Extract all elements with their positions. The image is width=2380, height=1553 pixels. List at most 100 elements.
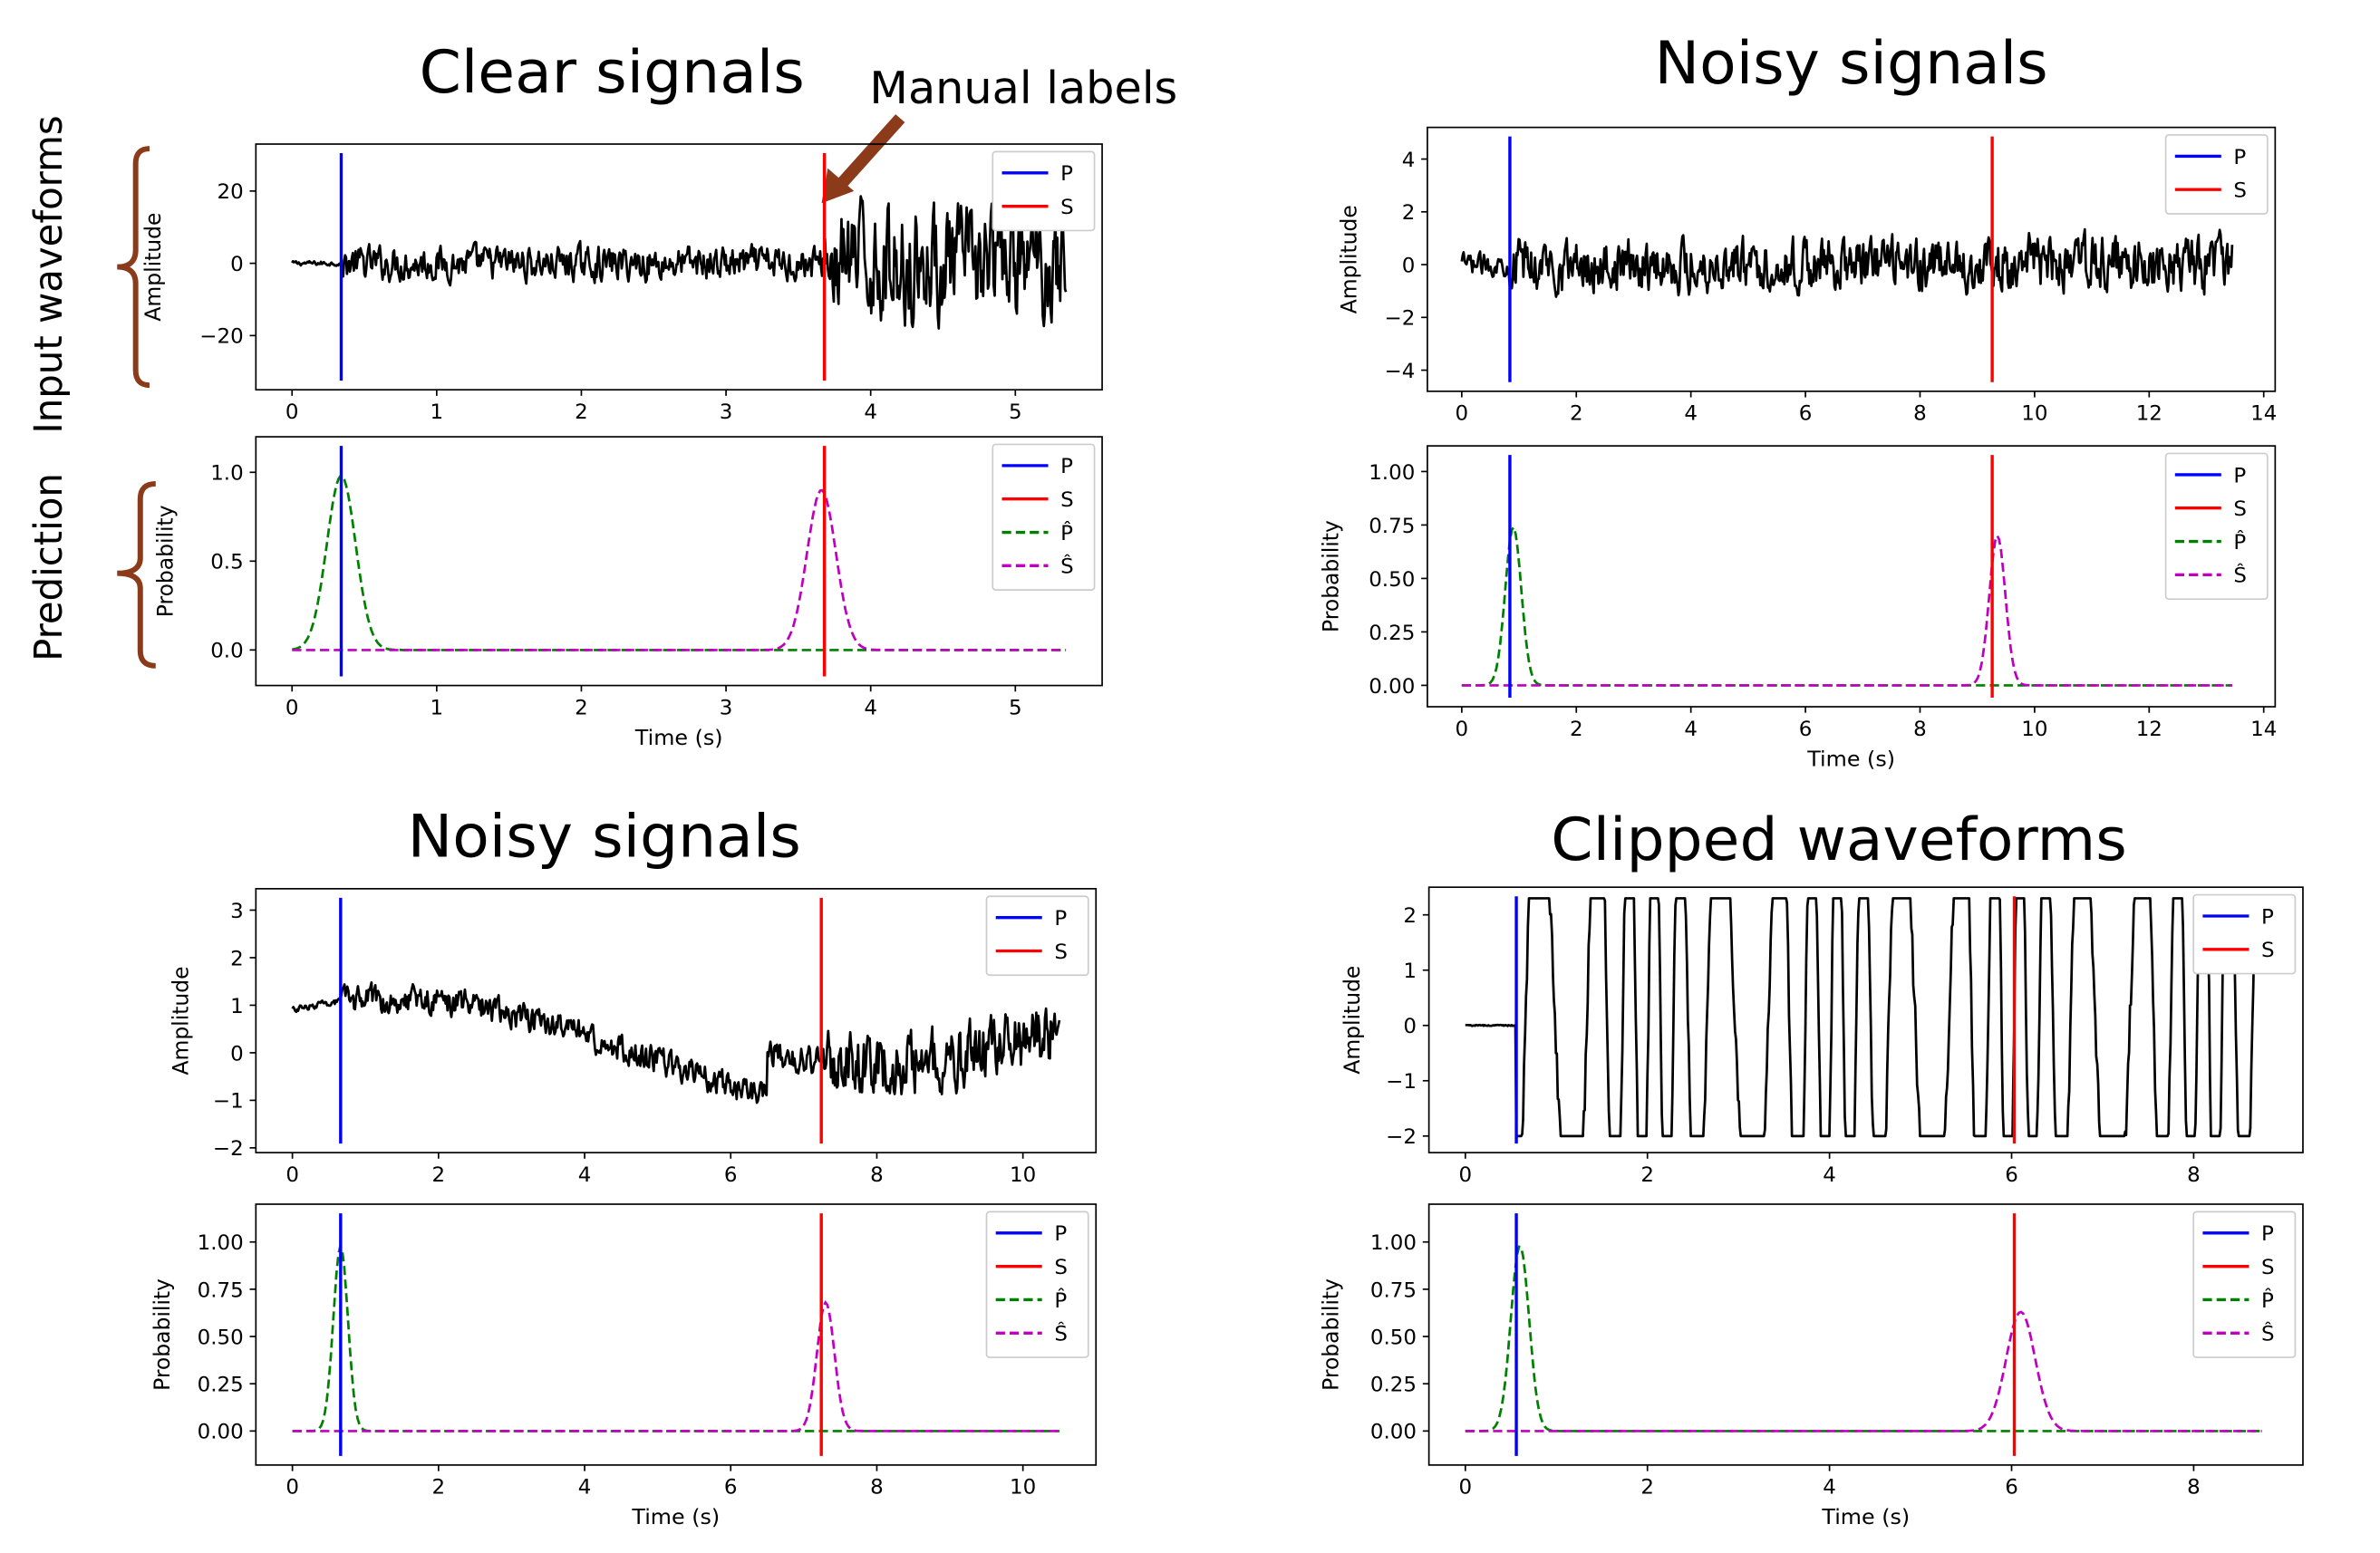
- x-tick-label: 4: [864, 400, 877, 424]
- x-tick-label: 12: [2136, 718, 2162, 741]
- y-tick-label: 2: [230, 947, 244, 970]
- y-tick-label: 1.00: [1370, 1231, 1417, 1255]
- y-tick-label: 4: [1402, 149, 1416, 172]
- subplot-input: 0 1 2 3 4 5 −20 0 20 Amplitude PS: [140, 143, 1103, 424]
- legend-label-s: S: [2261, 1256, 2275, 1279]
- x-tick-label: 14: [2250, 718, 2277, 741]
- panel-title-noisy-2: Noisy signals: [408, 802, 801, 871]
- x-tick-label: 4: [578, 1476, 592, 1500]
- subplot-prediction: 0 2 4 6 8 10 12 14 0.00 0.25 0.50 0.75 1.00 Probabili…: [1318, 445, 2277, 771]
- axes-frame: [1427, 126, 2277, 392]
- x-tick-label: 12: [2136, 402, 2162, 426]
- y-tick-label: 0.00: [1369, 675, 1415, 699]
- y-tick-label: −1: [1386, 1070, 1417, 1094]
- x-tick-label: 4: [1823, 1163, 1836, 1187]
- plot-area: [291, 897, 1061, 1144]
- y-tick-label: 0: [1403, 1015, 1417, 1038]
- subplot-input: 0 2 4 6 8 10 −2 −1 0 1 2 3 Amplitude PS: [168, 888, 1098, 1187]
- legend: PS: [2164, 134, 2269, 215]
- axes-frame: [1427, 445, 2277, 708]
- y-axis-label: Amplitude: [1340, 966, 1365, 1075]
- legend-label-s: S: [2233, 179, 2247, 203]
- waveform-line: [1460, 227, 2234, 298]
- subplot-prediction: 0 1 2 3 4 5 0.0 0.5 1.0 Probability Time (s) PS P̂ Ŝ: [152, 436, 1103, 750]
- manual-labels-arrowhead: [821, 168, 855, 204]
- x-tick-label: 0: [285, 1476, 299, 1500]
- y-tick-label: 0.00: [198, 1421, 244, 1444]
- s-hat-probability-line: [1465, 1310, 2262, 1432]
- y-tick-label: −2: [213, 1137, 244, 1161]
- legend-label-p-hat: P̂: [1060, 521, 1073, 545]
- y-tick-label: 0.5: [210, 551, 244, 574]
- legend-label-s-hat: Ŝ: [1060, 554, 1074, 579]
- p-hat-probability-line: [1465, 1245, 2262, 1432]
- legend-label-p: P: [1060, 162, 1073, 186]
- p-hat-probability-line: [292, 475, 1067, 651]
- x-tick-label: 0: [1456, 402, 1469, 426]
- plot-area: [292, 446, 1067, 677]
- plot-area: [1460, 136, 2234, 382]
- x-tick-label: 2: [575, 400, 588, 424]
- legend: PS: [992, 150, 1096, 232]
- x-tick-label: 8: [1913, 718, 1927, 741]
- y-axis-label: Amplitude: [1337, 205, 1362, 313]
- y-tick-label: 1.00: [1369, 461, 1415, 485]
- plot-area: [1465, 1213, 2262, 1456]
- axes-frame: [1427, 886, 2304, 1153]
- plot-area: [292, 1213, 1059, 1456]
- legend: PS: [2192, 893, 2297, 975]
- axes-frame: [255, 143, 1103, 391]
- p-hat-probability-line: [1461, 525, 2232, 687]
- x-tick-label: 3: [720, 697, 733, 720]
- y-axis-label: Probability: [1318, 520, 1343, 632]
- x-tick-label: 4: [1684, 718, 1698, 741]
- y-tick-label: 0: [1402, 255, 1416, 278]
- y-tick-label: 3: [230, 900, 244, 923]
- prediction-bracket: [117, 481, 156, 669]
- y-axis-label: Probability: [150, 1278, 175, 1391]
- legend-label-s: S: [2261, 939, 2275, 962]
- manual-labels-arrow: [837, 114, 905, 188]
- x-tick-label: 8: [1913, 402, 1927, 426]
- legend-box: [992, 443, 1096, 591]
- plot-area: [1465, 896, 2263, 1144]
- y-tick-label: 1: [230, 995, 244, 1018]
- x-axis-label: Time (s): [1821, 1504, 1910, 1529]
- y-tick-label: 0.25: [1370, 1374, 1417, 1397]
- p-hat-probability-line: [292, 1241, 1059, 1432]
- y-tick-label: 0.25: [1369, 622, 1415, 645]
- y-tick-label: 0.25: [198, 1374, 244, 1397]
- x-tick-label: 3: [720, 400, 733, 424]
- legend-box: [985, 1211, 1089, 1358]
- subplot-prediction: 0 2 4 6 8 10 0.00 0.25 0.50 0.75 1.00 Probability Ti…: [150, 1203, 1098, 1529]
- x-tick-label: 2: [432, 1476, 446, 1500]
- legend-box: [2192, 893, 2297, 975]
- subplot-input: 0 2 4 6 8 −2 −1 0 1 2 Amplitude PS: [1340, 886, 2304, 1187]
- legend-label-p: P: [1054, 907, 1067, 931]
- y-tick-label: 1.00: [198, 1231, 244, 1255]
- y-tick-label: −1: [213, 1090, 244, 1114]
- x-tick-label: 10: [2021, 718, 2047, 741]
- waveform-line: [291, 980, 1061, 1104]
- axes-frame: [255, 1203, 1098, 1466]
- y-tick-label: 0: [230, 1042, 244, 1066]
- legend-label-s: S: [1060, 196, 1074, 219]
- y-axis-label: Amplitude: [140, 213, 166, 322]
- subplot-input: 0 2 4 6 8 10 12 14 −4 −2 0 2 4 Amplitude PS: [1337, 126, 2277, 426]
- y-axis-label: Probability: [152, 505, 178, 617]
- s-hat-probability-line: [292, 1299, 1059, 1432]
- legend-label-p: P: [2261, 906, 2274, 930]
- legend: PS P̂ Ŝ: [2164, 452, 2269, 600]
- x-tick-label: 2: [1570, 402, 1583, 426]
- y-tick-label: 0.75: [1369, 515, 1415, 538]
- x-tick-label: 5: [1009, 697, 1022, 720]
- legend-label-s-hat: Ŝ: [1054, 1321, 1068, 1346]
- y-tick-label: 0.50: [198, 1326, 244, 1350]
- x-tick-label: 8: [2187, 1163, 2201, 1187]
- x-tick-label: 8: [870, 1476, 884, 1500]
- y-tick-label: 0.0: [210, 640, 244, 663]
- axes-frame: [255, 888, 1098, 1153]
- x-tick-label: 0: [285, 1163, 299, 1187]
- y-tick-label: −20: [199, 325, 243, 349]
